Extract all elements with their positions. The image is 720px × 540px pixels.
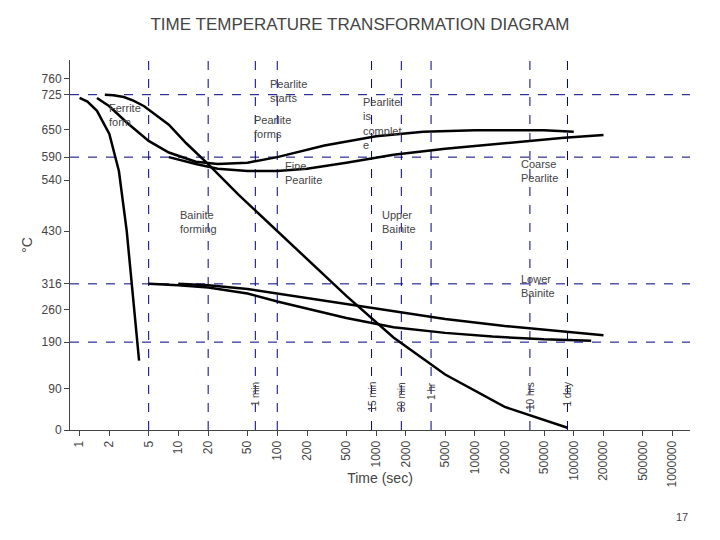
svg-text:UpperBainite: UpperBainite	[382, 209, 416, 235]
svg-text:200: 200	[300, 440, 314, 460]
svg-text:760: 760	[42, 72, 62, 86]
svg-text:100: 100	[270, 440, 284, 460]
svg-text:2000: 2000	[399, 440, 413, 467]
svg-text:Pearlitestarts: Pearlitestarts	[270, 78, 307, 104]
svg-text:316: 316	[42, 277, 62, 291]
svg-text:20: 20	[201, 440, 215, 454]
svg-text:0: 0	[55, 423, 62, 437]
svg-text:500000: 500000	[636, 440, 650, 480]
svg-text:200000: 200000	[596, 440, 610, 480]
svg-text:20000: 20000	[498, 440, 512, 474]
svg-text:15 min: 15 min	[367, 382, 378, 412]
svg-text:10 hrs: 10 hrs	[525, 382, 536, 410]
svg-text:2: 2	[102, 440, 116, 447]
svg-text:LowerBainite: LowerBainite	[521, 273, 555, 299]
svg-text:540: 540	[42, 173, 62, 187]
svg-text:17: 17	[676, 511, 688, 523]
svg-text:1 day: 1 day	[562, 382, 573, 406]
svg-text:1 hr: 1 hr	[426, 382, 437, 400]
svg-text:50: 50	[240, 440, 254, 454]
svg-text:30 min: 30 min	[396, 382, 407, 412]
svg-text:°C: °C	[19, 237, 35, 253]
svg-text:500: 500	[339, 440, 353, 460]
svg-text:5000: 5000	[438, 440, 452, 467]
svg-text:1000000: 1000000	[666, 440, 680, 487]
svg-text:90: 90	[48, 382, 62, 396]
svg-text:50000: 50000	[537, 440, 551, 474]
svg-text:650: 650	[42, 123, 62, 137]
svg-text:Ferriteform: Ferriteform	[109, 102, 141, 128]
svg-text:1 min: 1 min	[250, 382, 261, 406]
svg-text:1000: 1000	[369, 440, 383, 467]
svg-text:Pearliteiscomplete: Pearliteiscomplete	[363, 96, 402, 151]
svg-text:10000: 10000	[468, 440, 482, 474]
svg-text:430: 430	[42, 224, 62, 238]
svg-text:CoarsePearlite: CoarsePearlite	[521, 158, 558, 184]
svg-text:190: 190	[42, 335, 62, 349]
svg-text:100000: 100000	[567, 440, 581, 480]
svg-text:260: 260	[42, 303, 62, 317]
svg-text:5: 5	[142, 440, 156, 447]
svg-text:Time (sec): Time (sec)	[347, 470, 413, 486]
svg-text:TIME TEMPERATURE TRANSFORMATIO: TIME TEMPERATURE TRANSFORMATION DIAGRAM	[150, 15, 569, 34]
svg-text:FinePearlite: FinePearlite	[285, 160, 322, 186]
svg-text:Bainiteforming: Bainiteforming	[180, 209, 217, 235]
svg-text:590: 590	[42, 150, 62, 164]
svg-text:Pearliteforms: Pearliteforms	[254, 114, 291, 140]
svg-text:1: 1	[72, 440, 86, 447]
svg-text:725: 725	[42, 88, 62, 102]
svg-text:10: 10	[171, 440, 185, 454]
